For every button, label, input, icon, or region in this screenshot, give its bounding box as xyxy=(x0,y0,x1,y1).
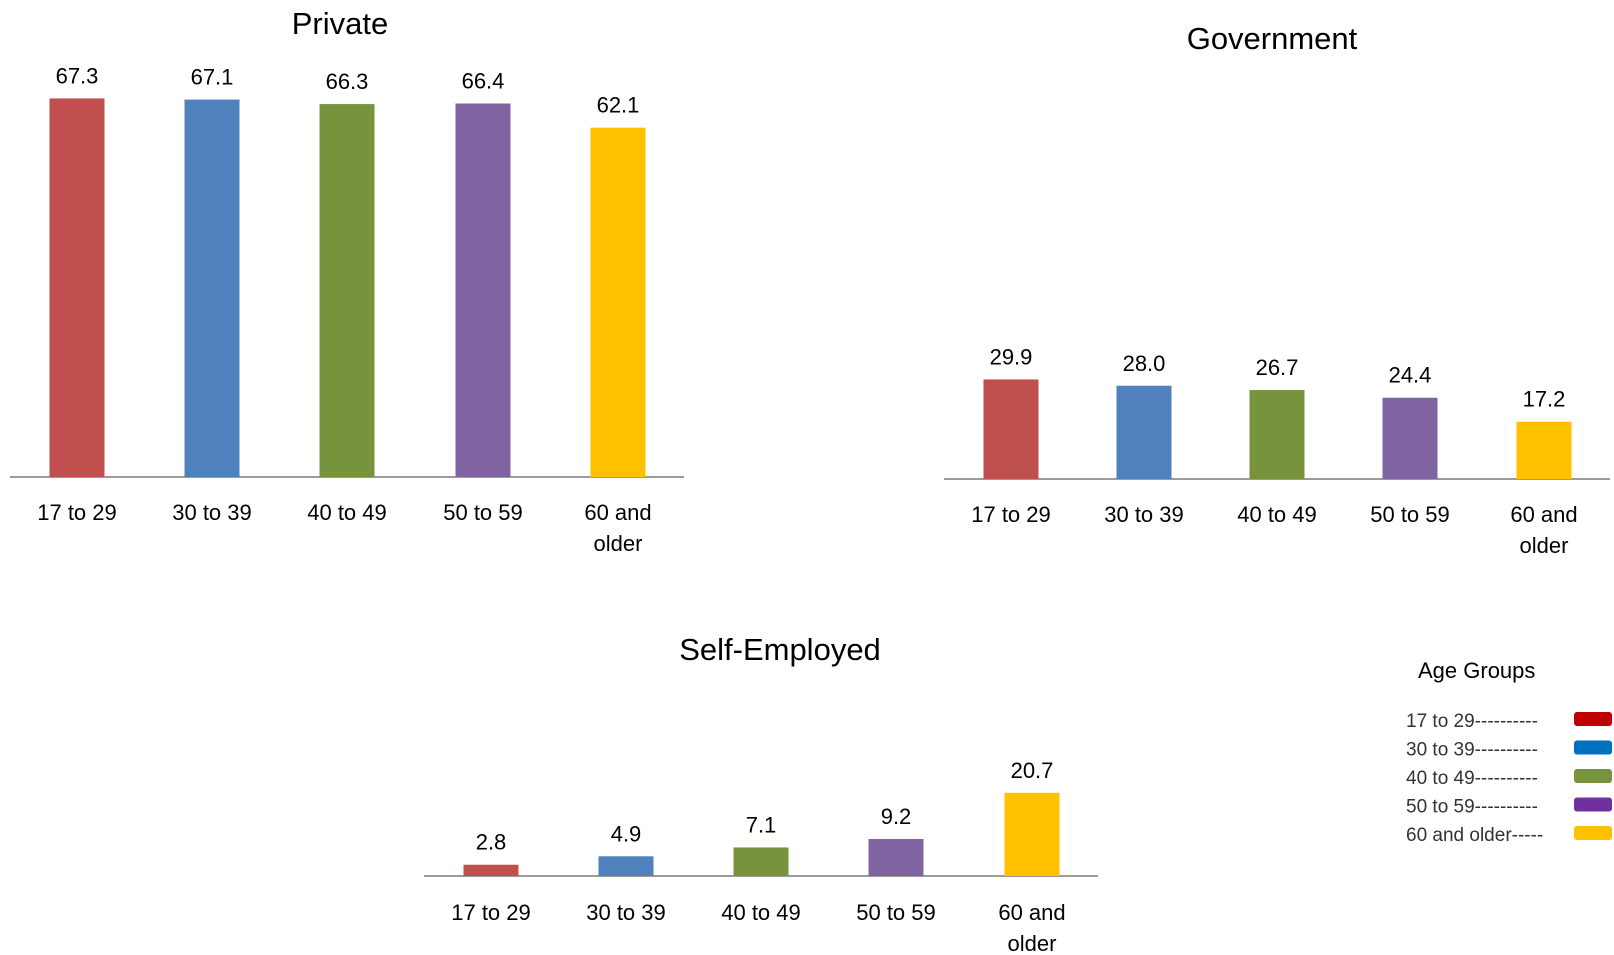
bar xyxy=(598,856,654,876)
legend-swatch xyxy=(1574,712,1612,726)
legend-item-label: 60 and older----- xyxy=(1406,825,1543,846)
data-label: 24.4 xyxy=(1389,363,1432,388)
category-label: 17 to 29 xyxy=(971,502,1051,527)
data-label: 28.0 xyxy=(1123,351,1166,376)
data-label: 2.8 xyxy=(476,830,507,855)
bar xyxy=(590,127,646,477)
bar xyxy=(1516,421,1572,479)
bar xyxy=(49,98,105,477)
category-label: 30 to 39 xyxy=(1104,502,1184,527)
category-label: 17 to 29 xyxy=(37,500,117,525)
data-label: 20.7 xyxy=(1011,758,1054,783)
category-label: 40 to 49 xyxy=(721,900,801,925)
bar xyxy=(455,103,511,477)
data-label: 17.2 xyxy=(1523,387,1566,412)
category-label: 30 to 39 xyxy=(586,900,666,925)
data-label: 7.1 xyxy=(746,812,777,837)
category-label: 60 and older xyxy=(584,500,651,556)
bar xyxy=(868,839,924,876)
legend-item-label: 40 to 49---------- xyxy=(1406,768,1538,789)
chart-title: Private xyxy=(292,6,388,41)
bar xyxy=(733,847,789,876)
chart-title: Self-Employed xyxy=(679,632,881,667)
legend-swatch xyxy=(1574,769,1612,783)
data-label: 66.4 xyxy=(462,69,505,94)
data-label: 67.3 xyxy=(56,63,99,88)
legend-title: Age Groups xyxy=(1418,658,1535,683)
chart-title: Government xyxy=(1187,21,1358,56)
category-label: 40 to 49 xyxy=(1237,502,1317,527)
legend-swatch xyxy=(1574,740,1612,755)
chart-government: Government 29.9 17 to 29 28.0 30 to 39 26.7 4… xyxy=(944,21,1610,558)
bar xyxy=(1382,397,1438,479)
chart-private: Private 67.3 17 to 29 67.1 30 to 39 66.3 40 t… xyxy=(10,6,684,556)
data-label: 67.1 xyxy=(191,65,234,90)
data-label: 66.3 xyxy=(326,69,369,94)
data-label: 29.9 xyxy=(990,344,1033,369)
data-label: 9.2 xyxy=(881,804,912,829)
data-label: 4.9 xyxy=(611,821,642,846)
chart-self-employed: Self-Employed 2.8 17 to 29 4.9 30 to 39 7.1 4… xyxy=(424,632,1098,955)
legend: Age Groups 17 to 29---------- 30 to 39---… xyxy=(1406,658,1612,846)
data-label: 62.1 xyxy=(597,93,640,118)
category-label: 40 to 49 xyxy=(307,500,387,525)
bar xyxy=(319,104,375,477)
legend-swatch xyxy=(1574,826,1612,840)
bar xyxy=(463,864,519,876)
category-label: 60 and older xyxy=(998,900,1065,955)
bar xyxy=(1249,390,1305,479)
legend-item-label: 50 to 59---------- xyxy=(1406,797,1538,818)
bar xyxy=(983,379,1039,479)
bar xyxy=(184,99,240,477)
category-label: 50 to 59 xyxy=(856,900,936,925)
legend-item-label: 30 to 39---------- xyxy=(1406,740,1538,761)
category-label: 60 and older xyxy=(1510,502,1577,558)
legend-swatch xyxy=(1574,797,1612,812)
bar xyxy=(1116,385,1172,479)
category-label: 50 to 59 xyxy=(1370,502,1450,527)
bar xyxy=(1004,792,1060,876)
category-label: 30 to 39 xyxy=(172,500,252,525)
data-label: 26.7 xyxy=(1256,355,1299,380)
category-label: 17 to 29 xyxy=(451,900,531,925)
category-label: 50 to 59 xyxy=(443,500,523,525)
legend-item-label: 17 to 29---------- xyxy=(1406,711,1538,732)
